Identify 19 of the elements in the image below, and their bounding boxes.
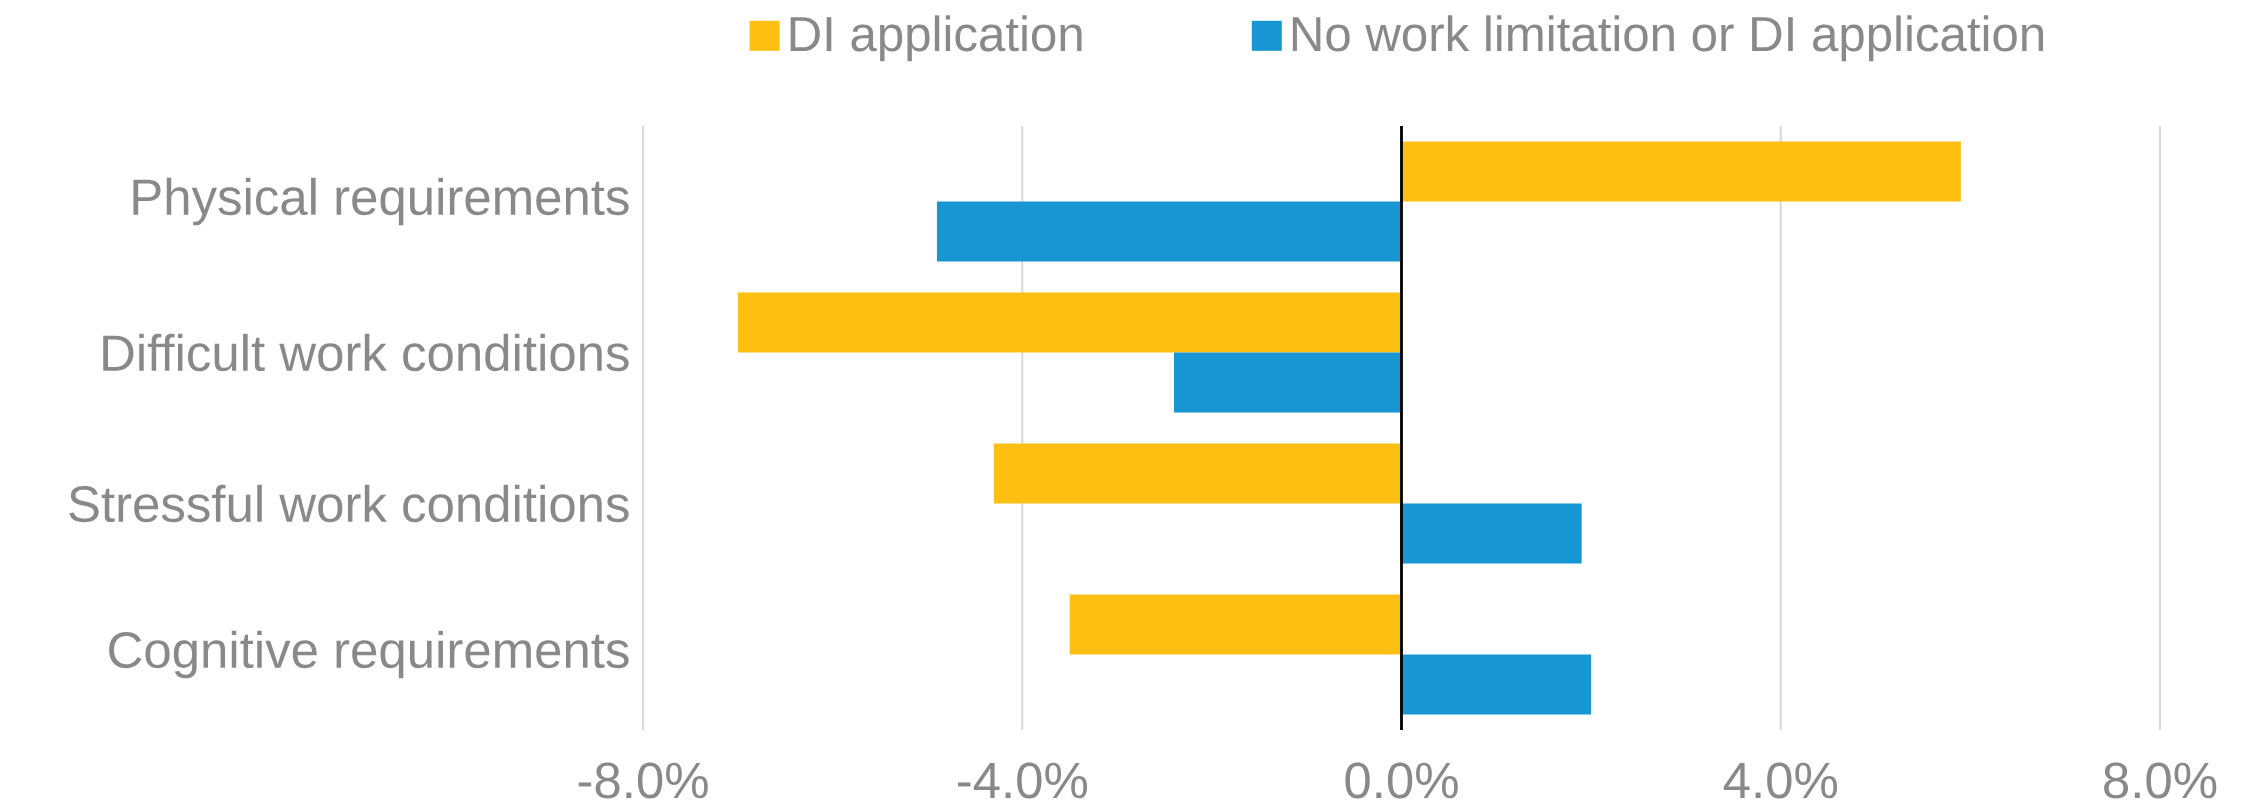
bar — [993, 443, 1402, 504]
y-tick-label: Cognitive requirements — [109, 630, 629, 679]
bar — [936, 201, 1402, 262]
x-tick-label: -4.0% — [957, 762, 1088, 799]
bar — [1401, 654, 1592, 715]
x-tick-label: -8.0% — [578, 762, 708, 799]
x-tick-label: 4.0% — [1723, 762, 1838, 799]
x-tick-label: 0.0% — [1345, 762, 1458, 799]
y-tick-label: Difficult work conditions — [103, 333, 629, 372]
x-tick-label: 8.0% — [2104, 762, 2217, 799]
y-tick-label: Physical requirements — [133, 177, 629, 226]
legend-label: No work limitation or DI application — [1292, 15, 2044, 62]
bar — [1173, 352, 1402, 413]
bar — [737, 292, 1402, 353]
bar — [1069, 594, 1402, 655]
bar — [1401, 503, 1582, 564]
y-tick-label: Stressful work conditions — [69, 484, 629, 523]
legend-label: DI application — [790, 15, 1082, 62]
bar — [1401, 141, 1961, 202]
